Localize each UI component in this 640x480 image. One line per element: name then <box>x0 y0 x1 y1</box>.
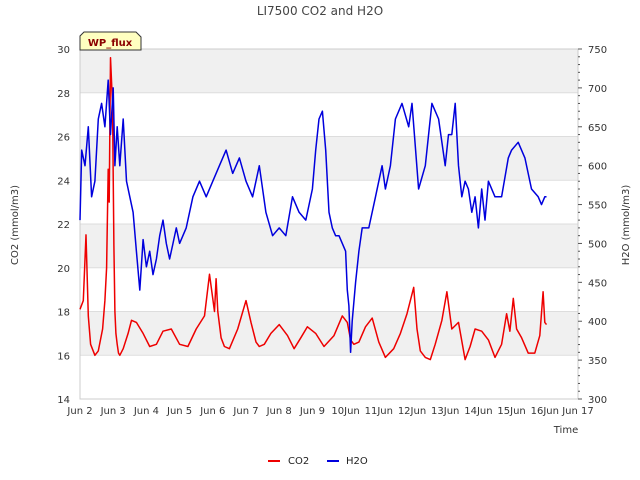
legend: CO2 H2O <box>268 456 368 467</box>
left-tick-label: 16 <box>57 351 70 362</box>
right-tick-label: 300 <box>588 395 607 406</box>
x-tick-label: Jun 4 <box>133 406 159 417</box>
x-tick-label: Jun 7 <box>232 406 258 417</box>
chart-title: LI7500 CO2 and H2O <box>257 4 383 18</box>
legend-h2o-label: H2O <box>346 456 368 467</box>
x-tick-label: 11Jun <box>365 406 393 417</box>
background-band <box>80 49 578 93</box>
x-tick-label: Jun 9 <box>299 406 325 417</box>
right-tick-label: 600 <box>588 162 607 173</box>
right-tick-label: 500 <box>588 239 607 250</box>
y-axis-left-title: CO2 (mmol/m3) <box>10 185 21 265</box>
badge-shape <box>79 31 142 51</box>
plot-frame <box>79 48 579 400</box>
legend-co2-label: CO2 <box>288 456 309 467</box>
x-tick-label: 10Jun <box>331 406 359 417</box>
x-tick-label: 16Jun <box>531 406 559 417</box>
right-tick-label: 700 <box>588 84 607 95</box>
right-axis-ticks: 300 350 400 450 500 550 600 650 700 750 <box>578 45 607 406</box>
left-axis-ticks: 14 16 18 20 22 24 26 28 30 <box>57 45 70 406</box>
left-tick-label: 14 <box>57 395 70 406</box>
left-tick-label: 30 <box>57 45 70 56</box>
left-tick-label: 22 <box>57 220 70 231</box>
x-tick-label: Jun 6 <box>199 406 225 417</box>
x-tick-label: Jun 8 <box>266 406 292 417</box>
left-tick-label: 18 <box>57 308 70 319</box>
x-tick-label: Jun 17 <box>561 406 594 417</box>
x-tick-label: 14Jun <box>464 406 492 417</box>
left-tick-label: 26 <box>57 133 70 144</box>
x-tick-label: 12Jun <box>398 406 426 417</box>
right-tick-label: 450 <box>588 278 607 289</box>
x-tick-label: Jun 3 <box>100 406 126 417</box>
series-layer <box>79 56 548 361</box>
right-tick-label: 550 <box>588 201 607 212</box>
left-tick-label: 28 <box>57 89 70 100</box>
background-band <box>80 224 578 268</box>
x-axis-ticks: Jun 2 Jun 3 Jun 4 Jun 5 Jun 6 Jun 7 Jun 8 Jun 9… <box>66 406 593 417</box>
y-axis-right-title: H2O (mmol/m3) <box>621 185 632 266</box>
x-axis-title: Time <box>553 425 578 436</box>
left-tick-label: 20 <box>57 264 70 275</box>
badge-label: WP_flux <box>88 38 133 49</box>
background-band <box>80 136 578 181</box>
x-tick-label: 15Jun <box>497 406 525 417</box>
right-tick-label: 750 <box>588 45 607 56</box>
left-tick-label: 24 <box>57 176 70 187</box>
co2-series-line <box>79 56 548 361</box>
background-bands <box>80 49 578 356</box>
right-tick-label: 350 <box>588 356 607 367</box>
right-tick-label: 650 <box>588 123 607 134</box>
x-tick-label: Jun 5 <box>166 406 192 417</box>
x-tick-label: 13Jun <box>431 406 459 417</box>
right-tick-label: 400 <box>588 317 607 328</box>
h2o-series-line <box>79 79 547 354</box>
background-band <box>80 311 578 356</box>
wp-flux-badge: WP_flux <box>79 31 142 51</box>
x-tick-label: Jun 2 <box>66 406 92 417</box>
